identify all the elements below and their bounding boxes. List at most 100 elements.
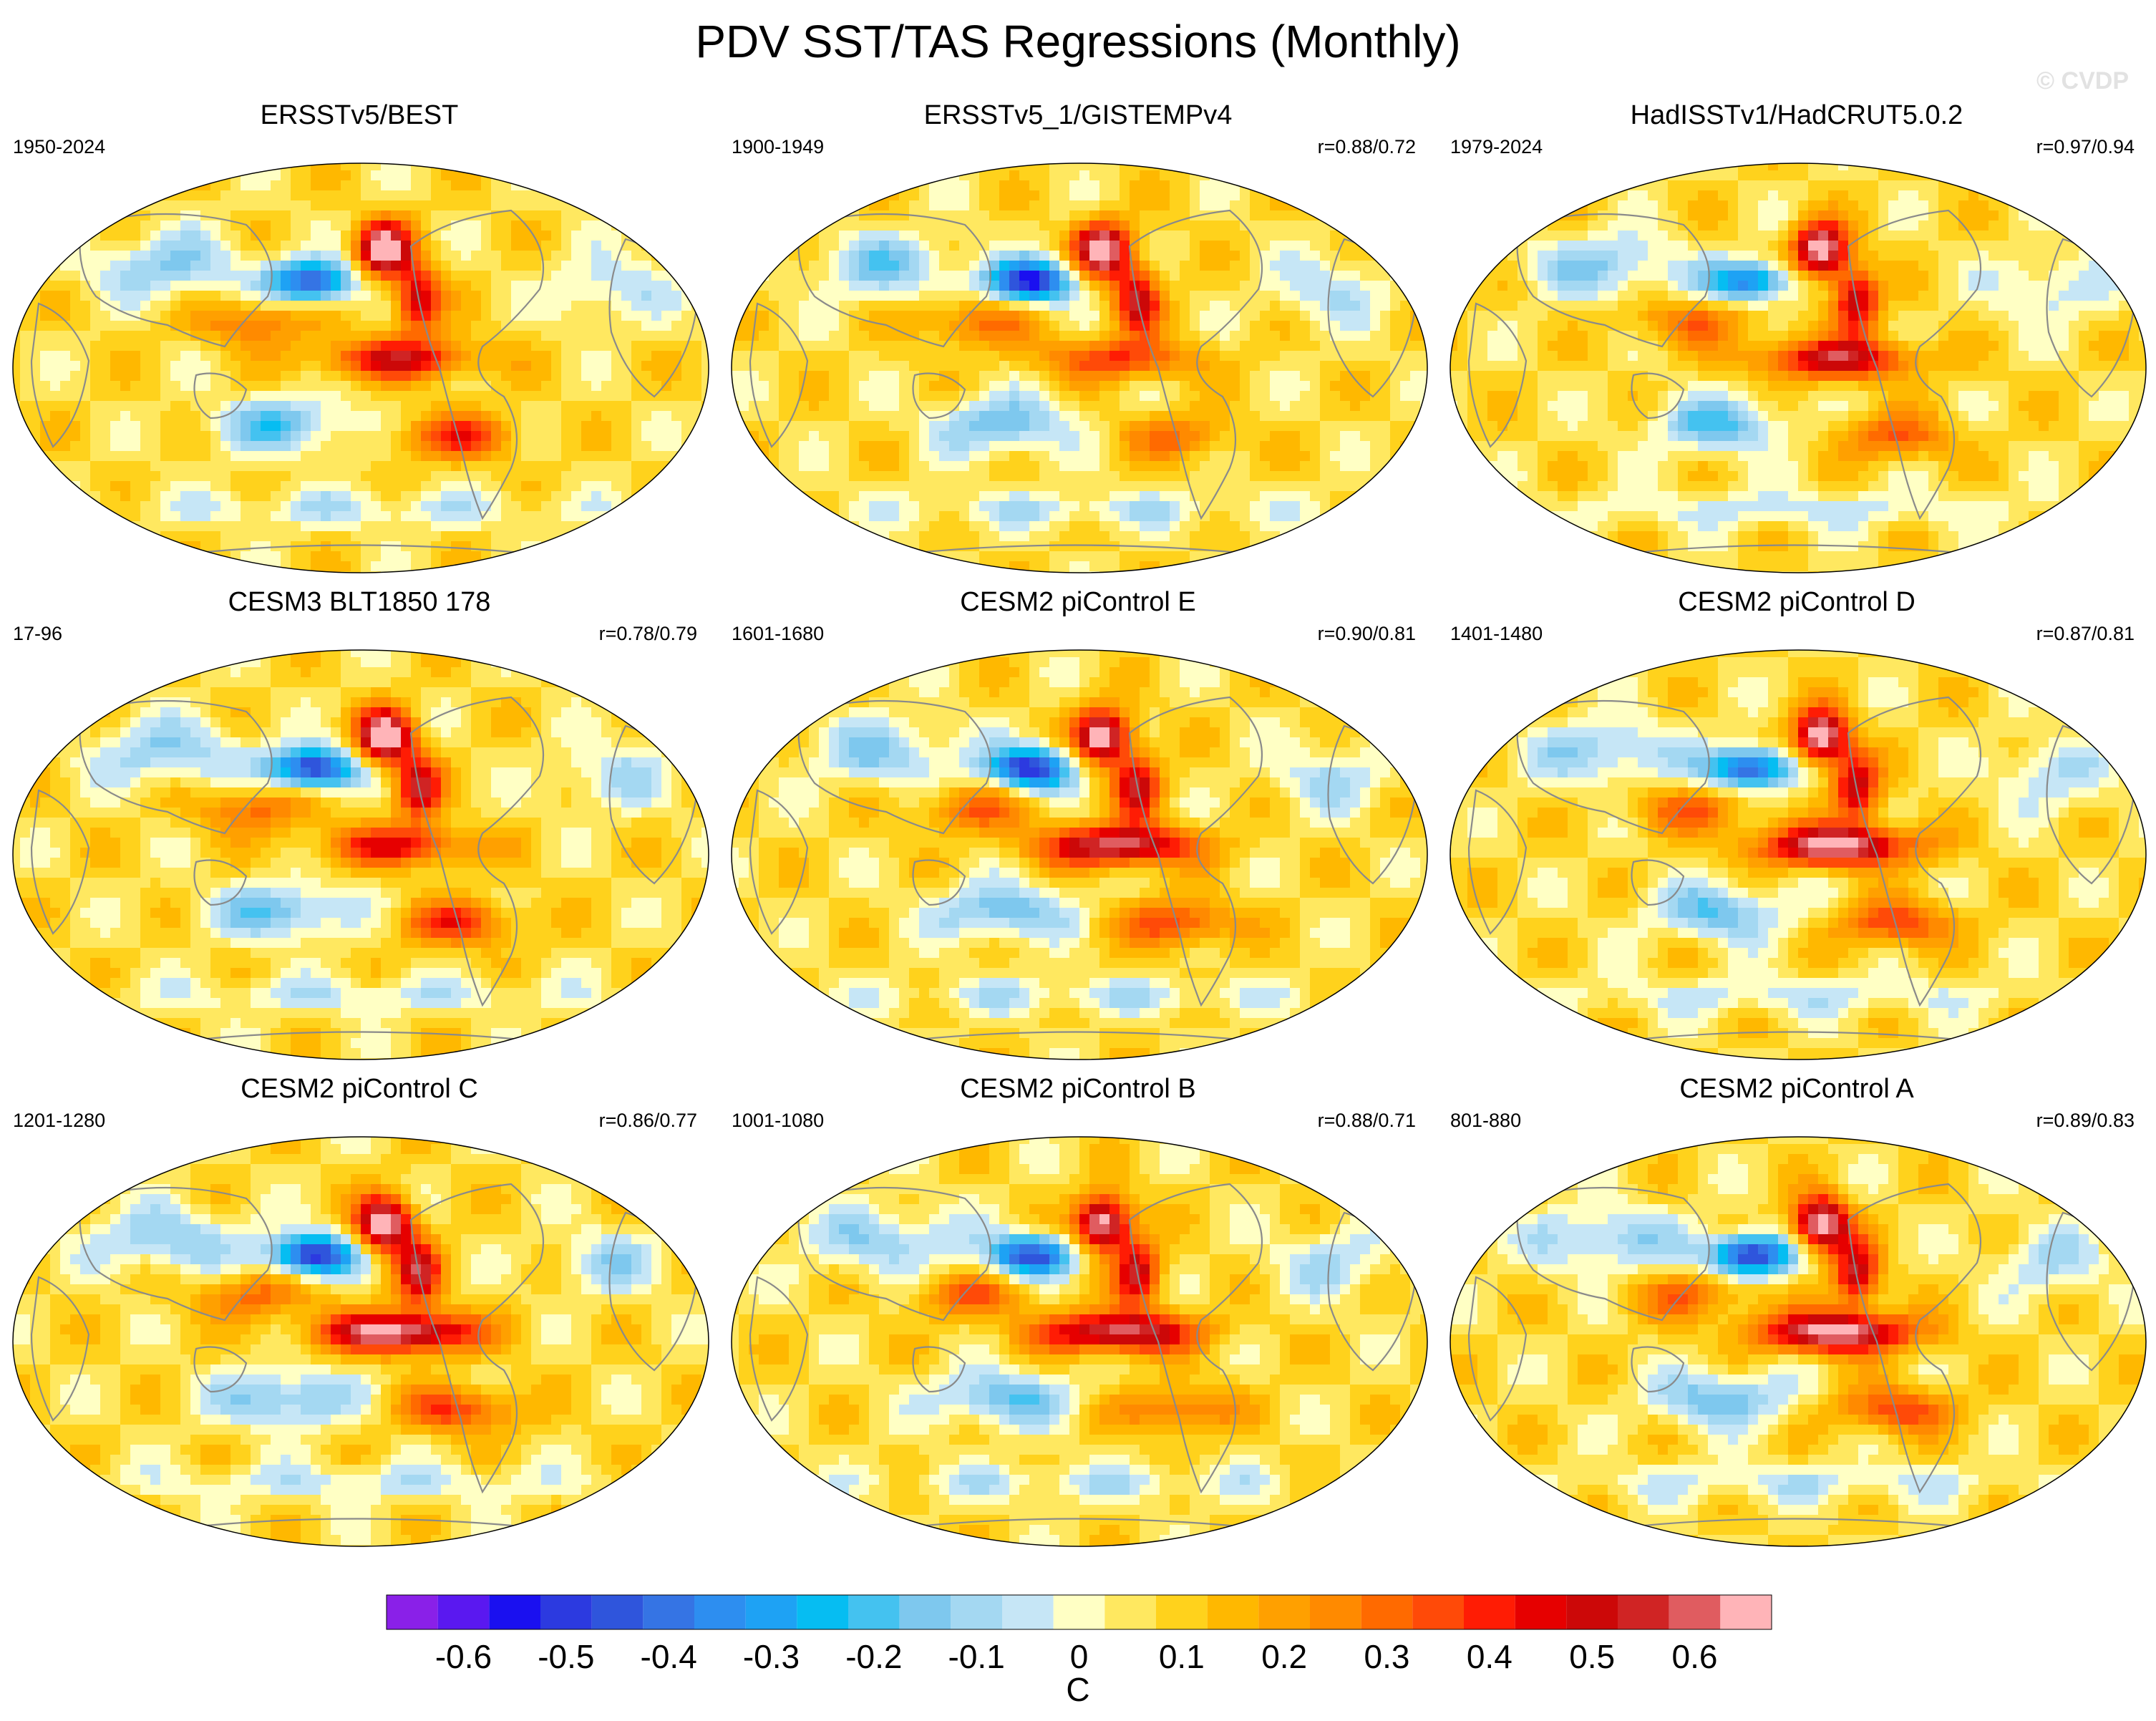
field-cell <box>1170 281 1180 291</box>
field-cell <box>1300 351 1311 362</box>
field-cell <box>1069 311 1080 321</box>
field-cell <box>1400 441 1411 452</box>
field-cell <box>481 180 492 191</box>
field-cell <box>1019 180 1030 191</box>
field-cell <box>13 371 21 382</box>
field-cell <box>301 281 311 291</box>
field-cell <box>1270 200 1281 211</box>
field-cell <box>809 281 820 291</box>
field-cell <box>732 261 739 271</box>
field-cell <box>641 220 652 231</box>
field-cell <box>291 231 301 241</box>
field-cell <box>1140 421 1150 432</box>
field-cell <box>271 481 281 492</box>
field-cell <box>241 220 251 231</box>
field-cell <box>50 210 61 221</box>
field-cell <box>819 381 830 392</box>
field-cell <box>1400 361 1411 372</box>
field-cell <box>251 471 261 482</box>
field-cell <box>1059 391 1070 402</box>
field-cell <box>1200 281 1210 291</box>
field-cell <box>691 241 702 251</box>
field-cell <box>351 451 361 462</box>
field-cell <box>1120 331 1130 341</box>
field-cell <box>849 421 860 432</box>
field-cell <box>1250 391 1261 402</box>
field-cell <box>461 231 472 241</box>
field-cell <box>190 200 201 211</box>
field-cell <box>401 551 412 562</box>
field-cell <box>1350 190 1361 201</box>
field-cell <box>130 411 141 422</box>
field-cell <box>411 321 422 331</box>
field-cell <box>130 401 141 412</box>
field-cell <box>311 251 321 261</box>
field-cell <box>1270 163 1281 171</box>
field-cell <box>1049 411 1060 422</box>
field-cell <box>1099 261 1110 271</box>
field-cell <box>301 461 311 472</box>
field-cell <box>531 521 542 532</box>
field-cell <box>150 180 161 191</box>
field-cell <box>1390 241 1401 251</box>
field-cell <box>1420 231 1427 241</box>
field-cell <box>611 381 622 392</box>
field-cell <box>621 200 632 211</box>
field-cell <box>591 381 602 392</box>
field-cell <box>989 291 1000 301</box>
field-cell <box>999 281 1010 291</box>
field-cell <box>732 170 739 181</box>
field-cell <box>180 301 191 311</box>
field-cell <box>160 200 171 211</box>
field-cell <box>521 291 532 301</box>
field-cell <box>441 511 452 522</box>
field-cell <box>1320 421 1331 432</box>
field-cell <box>160 391 171 402</box>
field-cell <box>889 441 900 452</box>
field-cell <box>1230 271 1240 281</box>
field-cell <box>551 200 562 211</box>
field-cell <box>829 170 840 181</box>
field-cell <box>739 190 749 201</box>
field-cell <box>391 231 402 241</box>
field-cell <box>1109 180 1120 191</box>
field-cell <box>210 281 221 291</box>
field-cell <box>1380 251 1391 261</box>
field-cell <box>331 451 341 462</box>
field-cell <box>1380 341 1391 352</box>
field-cell <box>1310 411 1321 422</box>
field-cell <box>1160 421 1170 432</box>
field-cell <box>1079 371 1090 382</box>
field-cell <box>551 321 562 331</box>
field-cell <box>501 361 512 372</box>
field-cell <box>809 301 820 311</box>
field-cell <box>1109 431 1120 442</box>
field-cell <box>371 401 382 412</box>
field-cell <box>351 441 361 452</box>
field-cell <box>889 341 900 352</box>
field-cell <box>779 391 790 402</box>
field-cell <box>732 381 739 392</box>
field-cell <box>551 180 562 191</box>
field-cell <box>1049 401 1060 412</box>
field-cell <box>581 351 592 362</box>
field-cell <box>859 361 870 372</box>
field-cell <box>160 241 171 251</box>
field-cell <box>511 461 522 472</box>
field-cell <box>20 461 31 472</box>
field-cell <box>1330 301 1341 311</box>
field-cell <box>341 401 351 412</box>
field-cell <box>849 391 860 402</box>
field-cell <box>1290 231 1301 241</box>
field-cell <box>261 381 271 392</box>
field-cell <box>829 341 840 352</box>
field-cell <box>281 271 291 281</box>
field-cell <box>90 531 101 542</box>
field-cell <box>591 481 602 492</box>
field-cell <box>899 170 910 181</box>
field-cell <box>1109 401 1120 412</box>
field-cell <box>1160 180 1170 191</box>
field-cell <box>1390 371 1401 382</box>
field-cell <box>90 431 101 442</box>
field-cell <box>541 251 552 261</box>
